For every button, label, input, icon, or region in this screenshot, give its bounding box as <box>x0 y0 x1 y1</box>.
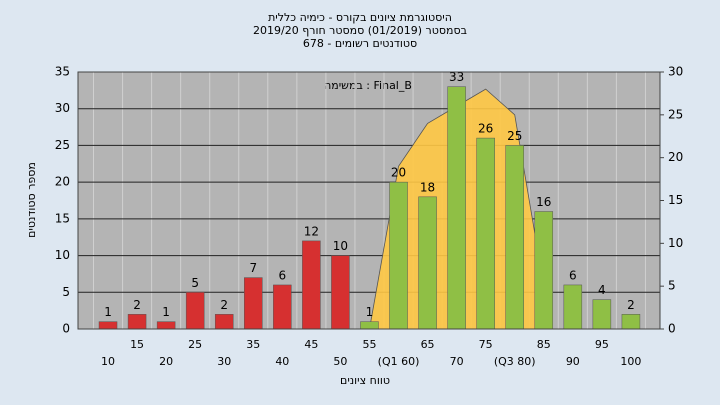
plot-border <box>77 71 661 330</box>
data-label: 7 <box>249 261 257 275</box>
data-label: 1 <box>366 305 374 319</box>
y2-tick-label: 25 <box>668 107 683 121</box>
x-tick-label: 55 <box>362 338 376 351</box>
x-tick-label: 40 <box>275 355 289 368</box>
data-label: 6 <box>569 268 577 282</box>
y-tick-label: 15 <box>55 211 70 225</box>
data-label: 12 <box>304 224 319 238</box>
bar <box>127 314 147 330</box>
y2-tick-label: 15 <box>668 193 683 207</box>
y2-tick-label: 5 <box>668 279 676 293</box>
y2-tick-label: 30 <box>668 65 683 79</box>
bar <box>592 299 612 330</box>
data-label: 33 <box>449 70 464 84</box>
x-tick-label: 25 <box>188 338 202 351</box>
y-tick-label: 30 <box>55 101 70 115</box>
bar <box>360 321 379 330</box>
x-tick-label: 45 <box>304 338 318 351</box>
annotation: במשימה : Final_B <box>324 79 412 92</box>
x-tick-label: 75 <box>479 338 493 351</box>
x-tick-label: 90 <box>566 355 580 368</box>
data-label: 18 <box>420 180 435 194</box>
bar <box>389 181 408 330</box>
data-label: 10 <box>333 239 348 253</box>
bar <box>447 86 466 330</box>
bar <box>185 292 205 330</box>
bar <box>621 314 641 330</box>
data-label: 20 <box>391 166 406 180</box>
bar <box>302 240 321 330</box>
y-tick-label: 35 <box>55 65 70 79</box>
y2-tick-label: 10 <box>668 236 683 250</box>
x-tick-label: 20 <box>159 355 173 368</box>
bar <box>156 321 176 330</box>
plot-area <box>78 72 660 329</box>
y-tick-label: 20 <box>55 175 70 189</box>
chart-subtitle: בסמסטר (01/2019) סמסטר חורף 2019/20 <box>253 24 467 37</box>
bar <box>273 284 292 330</box>
y-tick-label: 0 <box>62 322 70 336</box>
data-label: 2 <box>133 298 141 312</box>
data-label: 4 <box>598 283 606 297</box>
bar <box>331 255 350 330</box>
data-label: 6 <box>279 268 287 282</box>
data-label: 26 <box>478 122 493 136</box>
x-tick-label: 15 <box>130 338 144 351</box>
bar <box>534 211 554 330</box>
y-tick-label: 25 <box>55 138 70 152</box>
x-axis-label: טווח ציונים <box>340 374 390 387</box>
data-label: 1 <box>104 305 112 319</box>
data-label: 5 <box>191 276 199 290</box>
chart-title: היסטוגרמת ציונים בקורס - כימיה כללית <box>268 11 452 24</box>
x-tick-label: (Q3 80) <box>494 355 536 368</box>
chart-subtitle: סטודנטים רשומים - 678 <box>303 37 417 50</box>
x-tick-label: 95 <box>595 338 609 351</box>
data-label: 1 <box>162 305 170 319</box>
data-label: 2 <box>627 298 635 312</box>
data-label: 16 <box>536 195 551 209</box>
x-tick-label: 10 <box>101 355 115 368</box>
x-tick-label: 85 <box>537 338 551 351</box>
bar <box>244 277 263 330</box>
x-tick-label: 35 <box>246 338 260 351</box>
x-tick-label: 70 <box>450 355 464 368</box>
x-tick-label: 30 <box>217 355 231 368</box>
bar <box>505 145 524 330</box>
y-tick-label: 10 <box>55 248 70 262</box>
y2-tick-label: 20 <box>668 150 683 164</box>
x-tick-label: 100 <box>620 355 641 368</box>
y-tick-label: 5 <box>62 285 70 299</box>
x-tick-label: 65 <box>421 338 435 351</box>
bar <box>418 196 437 330</box>
data-label: 2 <box>220 298 228 312</box>
bar <box>214 314 234 330</box>
bar <box>98 321 118 330</box>
x-tick-label: (Q1 60) <box>378 355 420 368</box>
bar <box>563 284 583 330</box>
y2-tick-label: 0 <box>668 322 676 336</box>
x-tick-label: 50 <box>333 355 347 368</box>
data-label: 25 <box>507 129 522 143</box>
bar <box>476 137 495 330</box>
y-axis-label: מספר סטודנטים <box>25 162 38 238</box>
